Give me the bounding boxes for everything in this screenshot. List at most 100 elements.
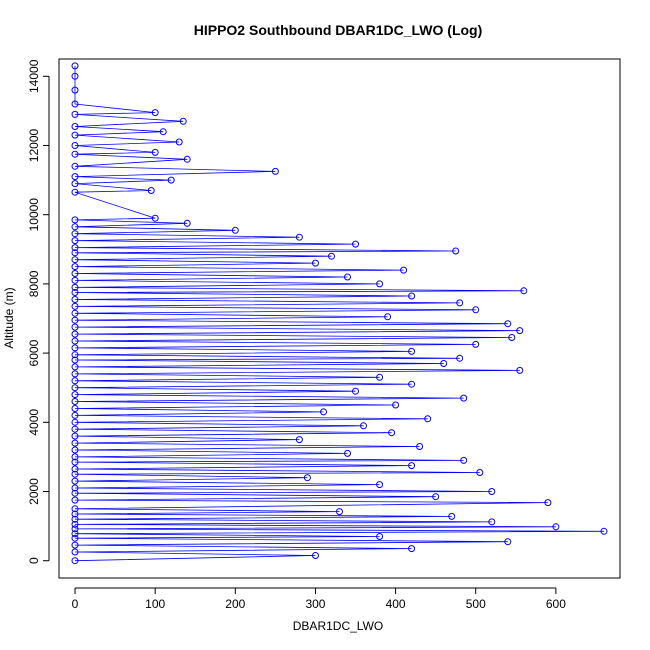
data-point — [71, 86, 79, 94]
data-point — [71, 131, 79, 139]
data-point — [440, 360, 448, 367]
data-point — [432, 493, 440, 501]
data-point — [71, 470, 79, 478]
data-point — [71, 505, 79, 513]
data-point — [408, 462, 416, 470]
data-point — [71, 530, 79, 538]
data-point — [183, 219, 191, 227]
data-point — [71, 323, 79, 331]
data-point — [71, 370, 79, 378]
data-point — [504, 538, 512, 546]
data-point — [384, 313, 392, 321]
data-point — [71, 344, 79, 352]
data-point — [71, 276, 79, 284]
data-point — [508, 334, 516, 341]
data-point — [71, 256, 79, 264]
data-point — [71, 418, 79, 426]
data-point — [376, 280, 384, 288]
x-tick-label: 400 — [386, 597, 406, 611]
data-point — [452, 247, 460, 255]
data-point — [303, 474, 311, 482]
data-point — [376, 373, 384, 381]
data-point — [71, 465, 79, 473]
data-point — [312, 259, 319, 267]
data-point — [71, 411, 79, 419]
data-point — [456, 354, 464, 362]
series-line — [74, 65, 605, 562]
data-point — [71, 283, 79, 291]
data-point — [71, 525, 79, 533]
data-point — [71, 458, 79, 466]
data-point — [71, 425, 79, 433]
data-point — [71, 337, 79, 345]
data-point — [488, 518, 496, 526]
data-point — [408, 380, 416, 388]
y-tick-label: 10000 — [27, 198, 41, 232]
y-tick-label: 12000 — [27, 128, 41, 162]
data-point — [388, 429, 396, 437]
data-point — [472, 340, 480, 348]
data-point — [71, 72, 79, 80]
data-point — [460, 394, 468, 402]
data-point — [71, 173, 79, 181]
data-point — [71, 249, 79, 257]
data-point — [71, 520, 79, 528]
series-lines — [74, 65, 605, 562]
data-point — [71, 216, 79, 224]
data-point — [416, 443, 424, 450]
data-point — [516, 327, 524, 335]
data-point — [179, 117, 187, 125]
data-point — [71, 123, 79, 130]
data-point — [71, 489, 79, 497]
x-tick-label: 0 — [72, 597, 79, 611]
data-point — [271, 167, 279, 175]
data-point — [488, 488, 496, 495]
data-point — [71, 391, 79, 399]
data-point — [167, 176, 175, 184]
x-tick-label: 500 — [466, 597, 486, 611]
data-point — [71, 263, 79, 271]
data-point — [71, 223, 79, 231]
data-point — [344, 449, 351, 457]
data-point — [400, 266, 408, 274]
data-point — [147, 187, 155, 194]
data-point — [71, 510, 79, 518]
data-point — [328, 252, 335, 260]
data-point — [71, 302, 79, 310]
data-point — [424, 415, 432, 423]
data-point — [71, 142, 79, 149]
y-tick-label: 6000 — [27, 339, 41, 366]
data-point — [71, 484, 79, 492]
x-tick-label: 600 — [546, 597, 566, 611]
data-point — [71, 289, 79, 296]
data-point — [71, 150, 79, 158]
data-point — [71, 377, 79, 385]
data-point — [295, 233, 303, 241]
y-tick-label: 4000 — [27, 409, 41, 436]
data-point — [516, 366, 524, 374]
data-point — [408, 347, 416, 355]
data-point — [71, 162, 79, 170]
data-point — [151, 148, 159, 156]
data-point — [71, 296, 79, 303]
data-point — [448, 512, 456, 520]
data-point — [183, 155, 191, 163]
data-point — [71, 432, 79, 440]
data-point — [71, 356, 79, 364]
data-point — [71, 557, 79, 565]
data-point — [295, 436, 303, 444]
data-point — [159, 128, 167, 136]
x-tick-label: 200 — [225, 597, 245, 611]
data-point — [71, 100, 79, 108]
data-point — [71, 453, 79, 461]
data-point — [520, 287, 528, 295]
data-point — [456, 299, 464, 307]
data-point — [71, 316, 79, 324]
data-point — [71, 180, 79, 188]
data-point — [71, 541, 79, 549]
data-point — [71, 351, 79, 359]
data-point — [71, 534, 79, 542]
y-tick-label: 0 — [27, 557, 41, 564]
y-axis: 0 2000 4000 6000 8000 10000 12000 14000 — [27, 59, 50, 564]
